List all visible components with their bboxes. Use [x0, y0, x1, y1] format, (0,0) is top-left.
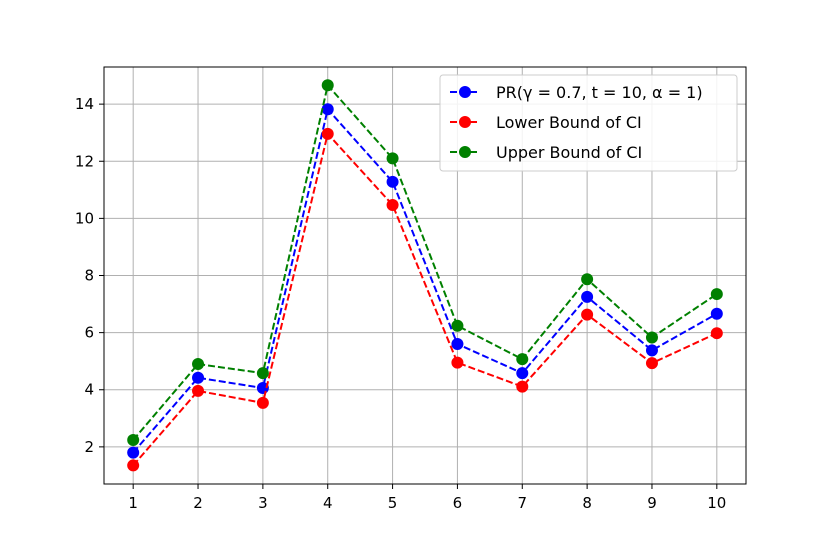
data-point	[321, 79, 334, 92]
x-tick-label: 2	[193, 494, 203, 512]
y-tick-label: 2	[84, 438, 94, 456]
x-tick-label: 1	[128, 494, 138, 512]
x-tick-label: 5	[388, 494, 398, 512]
legend-marker	[459, 86, 471, 98]
legend-marker	[459, 116, 471, 128]
legend-label: Lower Bound of CI	[496, 113, 642, 132]
x-tick-label: 8	[582, 494, 592, 512]
data-point	[451, 319, 464, 332]
data-point	[710, 307, 723, 320]
data-point	[516, 367, 529, 380]
data-point	[321, 103, 334, 116]
y-tick-label: 8	[84, 267, 94, 285]
legend-label: Upper Bound of CI	[496, 143, 642, 162]
legend-label: PR(γ = 0.7, t = 10, α = 1)	[496, 83, 703, 102]
x-tick-label: 4	[323, 494, 333, 512]
y-tick-label: 12	[75, 152, 94, 170]
data-point	[192, 371, 205, 384]
data-point	[321, 127, 334, 140]
data-point	[710, 327, 723, 340]
y-tick-label: 6	[84, 324, 94, 342]
data-point	[710, 288, 723, 301]
data-point	[451, 338, 464, 351]
data-point	[386, 175, 399, 188]
plot-frame	[103, 66, 747, 485]
legend: PR(γ = 0.7, t = 10, α = 1) Lower Bound of…	[439, 74, 738, 172]
data-point	[451, 356, 464, 369]
y-tick-label: 10	[75, 209, 94, 227]
series-group	[127, 79, 723, 472]
legend-box	[439, 74, 738, 172]
x-tick-label: 6	[453, 494, 463, 512]
data-point	[192, 384, 205, 397]
data-point	[645, 344, 658, 357]
x-tick-label: 10	[707, 494, 726, 512]
y-tick-label: 14	[75, 95, 94, 113]
data-point	[581, 273, 594, 286]
data-point	[581, 290, 594, 303]
x-tick-label: 9	[647, 494, 657, 512]
series-line-1	[132, 131, 718, 467]
data-point	[516, 353, 529, 366]
y-tick-label: 4	[84, 381, 94, 399]
data-point	[386, 198, 399, 211]
data-point	[645, 357, 658, 370]
data-point	[645, 331, 658, 344]
data-point	[127, 434, 140, 447]
series-line-0	[132, 107, 718, 454]
data-point	[127, 459, 140, 472]
legend-marker	[459, 146, 471, 158]
data-point	[581, 308, 594, 321]
series-line-2	[132, 83, 718, 441]
data-point	[256, 396, 269, 409]
x-tick-label: 3	[258, 494, 268, 512]
data-point	[256, 367, 269, 380]
data-point	[386, 152, 399, 165]
data-point	[192, 358, 205, 371]
data-point	[516, 380, 529, 393]
data-point	[127, 446, 140, 459]
x-tick-label: 7	[517, 494, 527, 512]
